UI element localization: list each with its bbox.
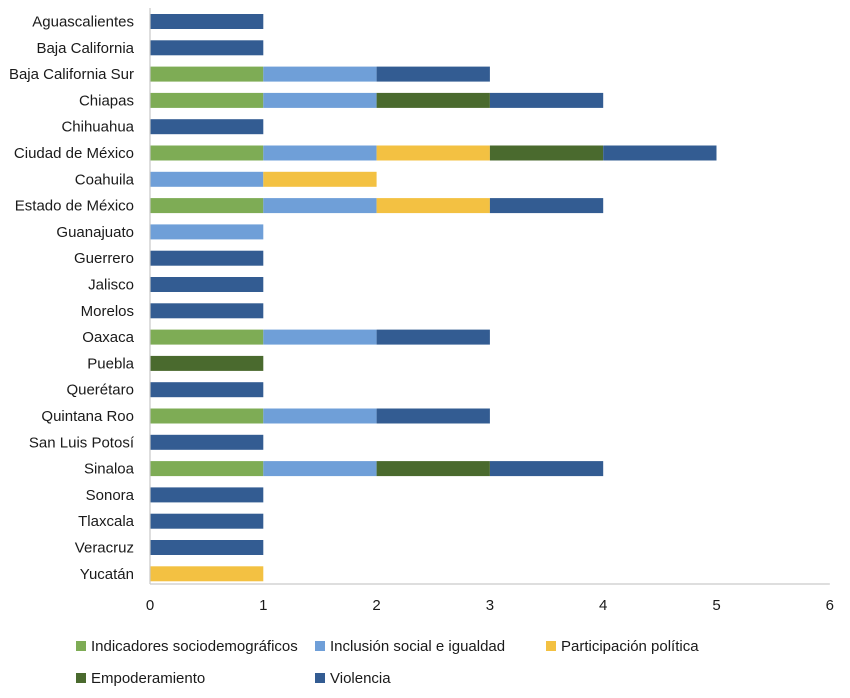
bar-guanajuato-inclusion-social-e-igualdad (150, 224, 264, 240)
bar-chiapas-inclusion-social-e-igualdad (263, 92, 377, 108)
x-tick-labels: 0 1 2 3 4 5 6 (146, 597, 834, 614)
category-label-aguascalientes: Aguascalientes (32, 14, 134, 31)
legend: Indicadores sociodemográficos Inclusión s… (76, 638, 699, 687)
category-label-estado-de-mexico: Estado de México (15, 198, 134, 215)
x-tick-label-0: 0 (146, 597, 154, 614)
bar-baja-california-sur-violencia (376, 66, 490, 82)
x-tick-label-5: 5 (712, 597, 720, 614)
category-label-puebla: Puebla (87, 355, 134, 372)
legend-label-indicadores-sociodemograficos: Indicadores sociodemográficos (91, 638, 298, 655)
bar-estado-de-mexico-indicadores-sociodemograficos (150, 198, 264, 214)
category-label-jalisco: Jalisco (88, 277, 134, 294)
category-label-veracruz: Veracruz (75, 540, 134, 557)
bar-tlaxcala-violencia (150, 513, 264, 529)
category-label-morelos: Morelos (81, 303, 134, 320)
bar-oaxaca-violencia (376, 329, 490, 345)
category-label-queretaro: Querétaro (66, 382, 134, 399)
bar-baja-california-sur-inclusion-social-e-igualdad (263, 66, 377, 82)
bar-ciudad-de-mexico-indicadores-sociodemograficos (150, 145, 264, 161)
bar-ciudad-de-mexico-violencia (603, 145, 717, 161)
bar-morelos-violencia (150, 303, 264, 319)
bar-ciudad-de-mexico-empoderamiento (489, 145, 604, 161)
legend-swatch-violencia (315, 673, 325, 683)
bar-jalisco-violencia (150, 277, 264, 292)
category-label-coahuila: Coahuila (75, 171, 135, 188)
bar-chiapas-indicadores-sociodemograficos (150, 92, 264, 108)
bar-estado-de-mexico-inclusion-social-e-igualdad (263, 198, 377, 214)
legend-swatch-indicadores-sociodemograficos (76, 641, 86, 651)
category-label-chiapas: Chiapas (79, 92, 134, 109)
x-tick-label-4: 4 (599, 597, 607, 614)
category-label-oaxaca: Oaxaca (82, 329, 134, 346)
category-label-yucatan: Yucatán (80, 566, 134, 583)
bar-ciudad-de-mexico-participacion-politica (376, 145, 490, 161)
bar-oaxaca-inclusion-social-e-igualdad (263, 329, 377, 345)
bar-ciudad-de-mexico-inclusion-social-e-igualdad (263, 145, 377, 161)
bar-chihuahua-violencia (150, 119, 264, 135)
bar-coahuila-inclusion-social-e-igualdad (150, 171, 264, 187)
bar-baja-california-violencia (150, 40, 264, 56)
bar-queretaro-violencia (150, 382, 264, 398)
category-label-san-luis-potosi: San Luis Potosí (29, 434, 135, 451)
bar-san-luis-potosi-violencia (150, 434, 264, 450)
bar-chiapas-empoderamiento (376, 92, 490, 108)
bars-layer (150, 14, 717, 582)
bar-sinaloa-empoderamiento (376, 461, 490, 477)
x-tick-label-3: 3 (486, 597, 494, 614)
category-label-baja-california-sur: Baja California Sur (9, 66, 134, 83)
bar-coahuila-participacion-politica (263, 171, 377, 187)
bar-quintana-roo-violencia (376, 408, 490, 424)
bar-quintana-roo-inclusion-social-e-igualdad (263, 408, 377, 424)
bar-veracruz-violencia (150, 540, 264, 555)
legend-swatch-empoderamiento (76, 673, 86, 683)
legend-swatch-inclusion-social-e-igualdad (315, 641, 325, 651)
legend-label-violencia: Violencia (330, 670, 391, 687)
bar-sinaloa-violencia (489, 461, 604, 477)
bar-chiapas-violencia (489, 92, 604, 108)
bar-baja-california-sur-indicadores-sociodemograficos (150, 66, 264, 82)
legend-label-empoderamiento: Empoderamiento (91, 670, 205, 687)
category-label-sinaloa: Sinaloa (84, 461, 135, 478)
category-label-sonora: Sonora (86, 487, 135, 504)
bar-quintana-roo-indicadores-sociodemograficos (150, 408, 264, 424)
bar-puebla-empoderamiento (150, 355, 264, 371)
bar-oaxaca-indicadores-sociodemograficos (150, 329, 264, 345)
legend-swatch-participacion-politica (546, 641, 556, 651)
legend-label-inclusion-social-e-igualdad: Inclusión social e igualdad (330, 638, 505, 655)
bar-guerrero-violencia (150, 250, 264, 266)
bar-sinaloa-indicadores-sociodemograficos (150, 461, 264, 477)
category-label-quintana-roo: Quintana Roo (41, 408, 134, 425)
legend-label-participacion-politica: Participación política (561, 638, 699, 655)
bar-sonora-violencia (150, 487, 264, 503)
bar-yucatan-participacion-politica (150, 566, 264, 582)
bar-estado-de-mexico-participacion-politica (376, 198, 490, 214)
bar-sinaloa-inclusion-social-e-igualdad (263, 461, 377, 477)
category-label-guerrero: Guerrero (74, 250, 134, 267)
bar-aguascalientes-violencia (150, 14, 264, 29)
x-tick-label-1: 1 (259, 597, 267, 614)
category-label-guanajuato: Guanajuato (56, 224, 134, 241)
category-labels: Aguascalientes Baja California Baja Califo… (9, 14, 135, 583)
x-tick-label-2: 2 (372, 597, 380, 614)
category-label-chihuahua: Chihuahua (61, 119, 134, 136)
bar-estado-de-mexico-violencia (489, 198, 604, 214)
category-label-tlaxcala: Tlaxcala (78, 513, 135, 530)
x-tick-label-6: 6 (826, 597, 834, 614)
category-label-ciudad-de-mexico: Ciudad de México (14, 145, 134, 162)
category-label-baja-california: Baja California (36, 40, 134, 57)
